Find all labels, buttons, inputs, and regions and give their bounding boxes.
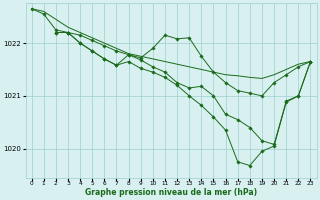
X-axis label: Graphe pression niveau de la mer (hPa): Graphe pression niveau de la mer (hPa)	[85, 188, 257, 197]
